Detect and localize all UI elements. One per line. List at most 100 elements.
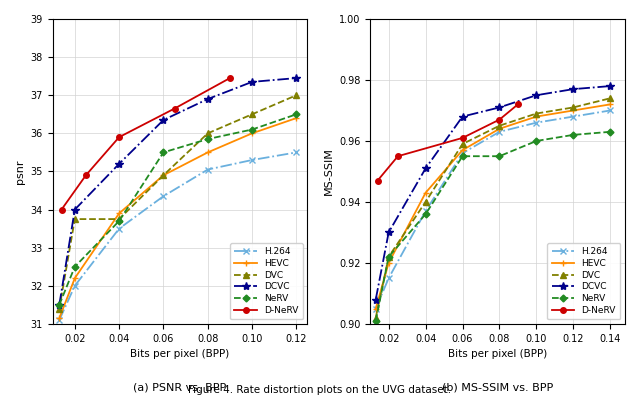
DCVC <box>292 76 300 81</box>
Legend: H.264, HEVC, DVC, DCVC, NeRV, D-NeRV: H.264, HEVC, DVC, DCVC, NeRV, D-NeRV <box>230 243 303 320</box>
DCVC <box>495 105 503 110</box>
DVC <box>570 105 577 110</box>
H.264 <box>570 114 577 119</box>
Line: NeRV: NeRV <box>57 112 299 307</box>
NeRV <box>570 132 577 137</box>
NeRV <box>422 212 429 216</box>
HEVC <box>56 316 63 321</box>
NeRV <box>248 127 256 132</box>
Line: D-NeRV: D-NeRV <box>59 75 233 213</box>
NeRV <box>292 112 300 117</box>
Text: (b) MS-SSIM vs. BPP: (b) MS-SSIM vs. BPP <box>442 383 553 393</box>
Line: DVC: DVC <box>56 92 299 311</box>
Line: D-NeRV: D-NeRV <box>375 102 521 183</box>
HEVC <box>606 102 614 107</box>
DVC <box>495 123 503 128</box>
DCVC <box>372 297 380 302</box>
Y-axis label: psnr: psnr <box>15 159 25 184</box>
Y-axis label: MS-SSIM: MS-SSIM <box>323 147 333 196</box>
DVC <box>422 199 429 204</box>
DVC <box>115 217 123 222</box>
DVC <box>56 306 63 311</box>
Line: DVC: DVC <box>373 96 613 321</box>
Line: DCVC: DCVC <box>372 82 614 304</box>
DCVC <box>606 84 614 88</box>
H.264 <box>115 226 123 231</box>
Line: HEVC: HEVC <box>372 101 614 312</box>
DCVC <box>570 87 577 92</box>
D-NeRV <box>374 178 381 183</box>
D-NeRV <box>115 135 123 139</box>
DVC <box>606 96 614 101</box>
H.264 <box>385 276 392 280</box>
H.264 <box>606 108 614 113</box>
Line: H.264: H.264 <box>373 108 613 311</box>
DCVC <box>159 118 167 122</box>
NeRV <box>56 303 63 307</box>
H.264 <box>71 284 79 288</box>
NeRV <box>372 318 380 323</box>
HEVC <box>422 190 429 195</box>
DVC <box>248 112 256 117</box>
DVC <box>159 173 167 178</box>
DCVC <box>204 97 212 102</box>
HEVC <box>385 261 392 265</box>
H.264 <box>204 167 212 172</box>
H.264 <box>292 150 300 155</box>
Text: Figure 4. Rate distortion plots on the UVG dataset.: Figure 4. Rate distortion plots on the U… <box>188 385 452 395</box>
DCVC <box>385 230 392 235</box>
DCVC <box>115 162 123 166</box>
NeRV <box>459 154 467 158</box>
DVC <box>292 93 300 98</box>
NeRV <box>204 137 212 141</box>
DVC <box>372 316 380 320</box>
Line: DCVC: DCVC <box>55 74 301 309</box>
D-NeRV <box>226 76 234 81</box>
DVC <box>532 111 540 116</box>
HEVC <box>459 148 467 152</box>
DVC <box>385 254 392 259</box>
NeRV <box>71 264 79 269</box>
DVC <box>459 142 467 147</box>
H.264 <box>248 158 256 162</box>
H.264 <box>459 151 467 156</box>
X-axis label: Bits per pixel (BPP): Bits per pixel (BPP) <box>131 349 230 359</box>
HEVC <box>532 114 540 119</box>
D-NeRV <box>459 135 467 140</box>
D-NeRV <box>514 102 522 107</box>
NeRV <box>159 150 167 155</box>
HEVC <box>570 108 577 113</box>
DCVC <box>71 207 79 212</box>
NeRV <box>115 218 123 223</box>
DCVC <box>248 79 256 84</box>
NeRV <box>495 154 503 158</box>
HEVC <box>159 173 167 178</box>
HEVC <box>292 116 300 120</box>
H.264 <box>159 194 167 199</box>
H.264 <box>495 130 503 134</box>
Legend: H.264, HEVC, DVC, DCVC, NeRV, D-NeRV: H.264, HEVC, DVC, DCVC, NeRV, D-NeRV <box>547 243 621 320</box>
Line: HEVC: HEVC <box>56 115 300 322</box>
HEVC <box>495 126 503 131</box>
X-axis label: Bits per pixel (BPP): Bits per pixel (BPP) <box>448 349 547 359</box>
DVC <box>71 217 79 222</box>
HEVC <box>248 131 256 136</box>
NeRV <box>532 139 540 143</box>
D-NeRV <box>82 173 90 178</box>
Line: H.264: H.264 <box>56 150 299 323</box>
D-NeRV <box>171 106 179 111</box>
H.264 <box>56 318 63 322</box>
DCVC <box>56 303 63 307</box>
D-NeRV <box>58 207 65 212</box>
H.264 <box>422 209 429 213</box>
DCVC <box>459 114 467 119</box>
NeRV <box>606 130 614 134</box>
DCVC <box>422 166 429 171</box>
H.264 <box>372 306 380 311</box>
H.264 <box>532 120 540 125</box>
HEVC <box>372 306 380 311</box>
DVC <box>204 131 212 136</box>
D-NeRV <box>394 154 402 158</box>
HEVC <box>204 150 212 155</box>
Text: (a) PSNR vs. BPP: (a) PSNR vs. BPP <box>133 383 227 393</box>
